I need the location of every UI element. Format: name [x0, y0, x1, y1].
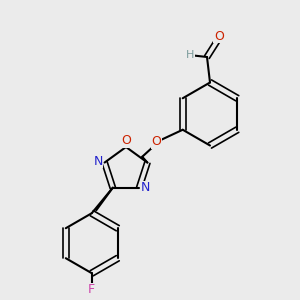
Text: N: N: [141, 181, 151, 194]
Text: O: O: [214, 29, 224, 43]
Text: O: O: [152, 135, 161, 148]
Text: F: F: [88, 283, 95, 296]
Text: O: O: [121, 134, 131, 148]
Text: N: N: [93, 154, 103, 167]
Text: H: H: [186, 50, 194, 61]
